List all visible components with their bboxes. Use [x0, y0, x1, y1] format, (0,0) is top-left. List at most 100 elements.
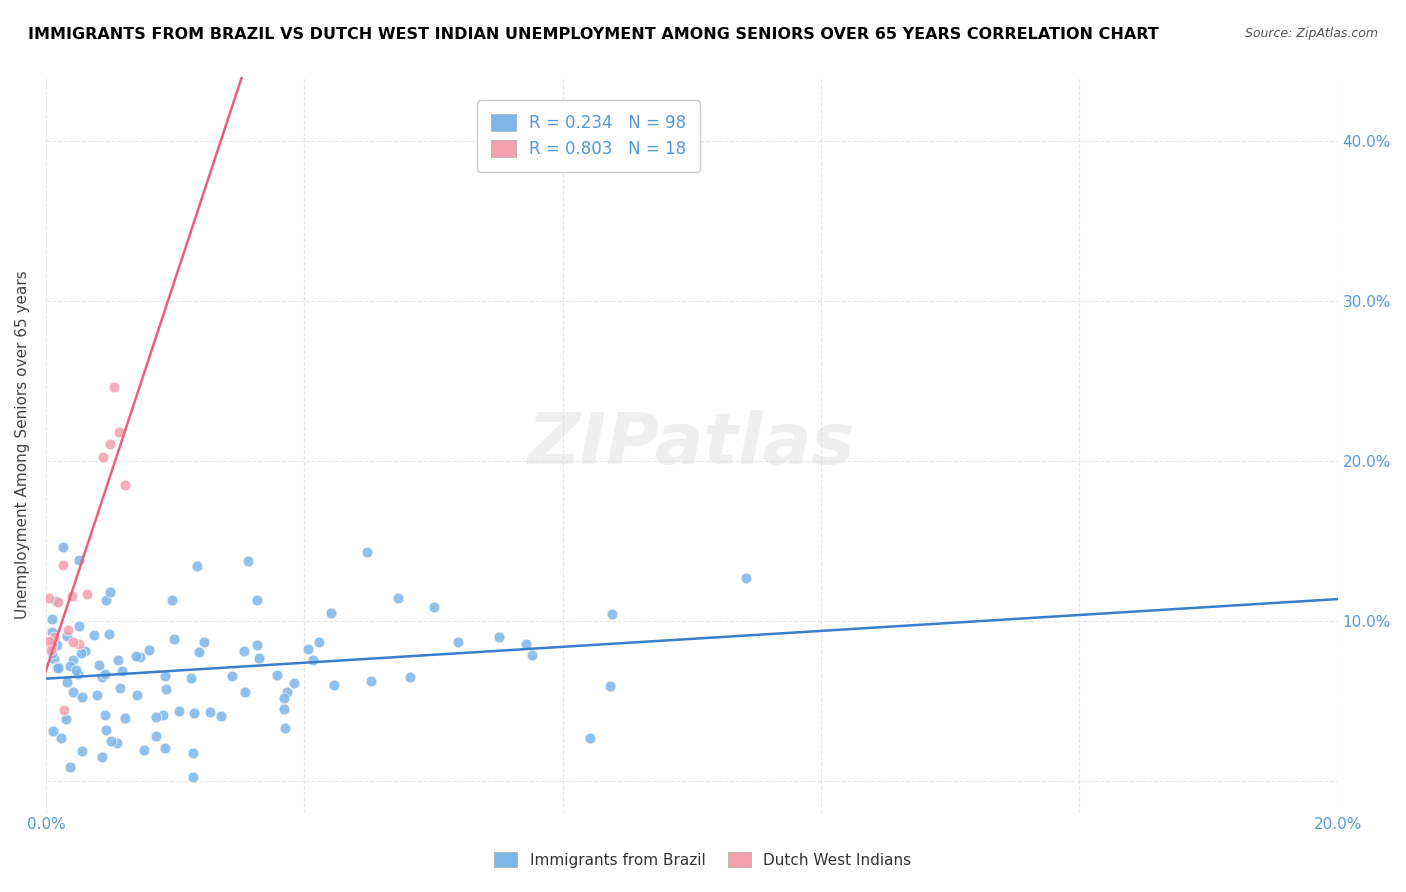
Point [89, 657, 111, 672]
Point [107, 653, 129, 667]
Point [41, 612, 63, 626]
Point [108, 681, 131, 696]
Point [297, 641, 319, 656]
Point [51, 540, 73, 554]
Y-axis label: Unemployment Among Seniors over 65 years: Unemployment Among Seniors over 65 years [15, 270, 30, 619]
Point [41, 624, 63, 639]
Point [233, 644, 256, 658]
Point [73, 644, 96, 658]
Point [38, 634, 60, 648]
Point [58, 624, 80, 638]
Point [93, 450, 115, 465]
Point [52, 558, 75, 573]
Point [134, 743, 156, 757]
Point [283, 676, 305, 690]
Point [145, 729, 167, 743]
Point [105, 736, 128, 750]
Point [247, 651, 270, 665]
Point [600, 607, 623, 621]
Point [62, 635, 84, 649]
Point [70, 744, 93, 758]
Point [209, 709, 232, 723]
Point [181, 747, 204, 761]
Point [98, 626, 121, 640]
Point [233, 684, 256, 698]
Legend: Immigrants from Brazil, Dutch West Indians: Immigrants from Brazil, Dutch West India… [486, 844, 920, 875]
Point [246, 638, 269, 652]
Point [138, 643, 160, 657]
Point [323, 678, 346, 692]
Point [167, 704, 190, 718]
Point [98, 437, 121, 451]
Point [42, 724, 65, 739]
Point [301, 653, 323, 667]
Point [65, 663, 87, 677]
Point [360, 674, 382, 689]
Point [114, 478, 136, 492]
Point [39, 642, 62, 657]
Point [266, 668, 288, 682]
Point [41, 637, 63, 651]
Point [42, 652, 65, 666]
Legend: R = 0.234   N = 98, R = 0.803   N = 18: R = 0.234 N = 98, R = 0.803 N = 18 [478, 101, 700, 172]
Point [153, 740, 176, 755]
Point [60, 589, 83, 603]
Point [599, 679, 621, 693]
Point [90, 749, 112, 764]
Point [187, 645, 209, 659]
Point [44, 630, 66, 644]
Point [59, 658, 82, 673]
Point [56, 675, 79, 690]
Point [67, 619, 90, 633]
Point [67, 637, 90, 651]
Point [308, 634, 330, 648]
Point [111, 664, 134, 678]
Point [70, 646, 93, 660]
Point [93, 708, 115, 723]
Point [125, 648, 148, 663]
Point [183, 706, 205, 720]
Point [62, 653, 84, 667]
Point [94, 723, 117, 737]
Point [45, 594, 67, 608]
Point [67, 666, 90, 681]
Point [90, 670, 112, 684]
Point [520, 648, 543, 663]
Point [319, 606, 342, 620]
Point [41, 646, 63, 660]
Point [98, 585, 121, 599]
Point [387, 591, 409, 606]
Point [276, 684, 298, 698]
Point [186, 559, 208, 574]
Point [59, 760, 82, 774]
Point [274, 721, 297, 735]
Point [48, 661, 70, 675]
Text: ZIPatlas: ZIPatlas [529, 410, 855, 480]
Point [108, 425, 131, 440]
Point [221, 669, 243, 683]
Text: IMMIGRANTS FROM BRAZIL VS DUTCH WEST INDIAN UNEMPLOYMENT AMONG SENIORS OVER 65 Y: IMMIGRANTS FROM BRAZIL VS DUTCH WEST IND… [28, 27, 1159, 42]
Point [193, 635, 215, 649]
Point [515, 637, 537, 651]
Point [55, 712, 77, 726]
Point [67, 553, 90, 567]
Point [183, 770, 205, 784]
Point [273, 702, 295, 716]
Point [734, 571, 756, 585]
Point [49, 731, 72, 746]
Point [127, 688, 149, 702]
Point [70, 690, 93, 705]
Point [145, 709, 167, 723]
Point [93, 666, 115, 681]
Point [155, 668, 177, 682]
Point [155, 682, 177, 697]
Point [38, 591, 60, 606]
Point [46, 595, 69, 609]
Point [62, 684, 84, 698]
Point [76, 586, 98, 600]
Text: Source: ZipAtlas.com: Source: ZipAtlas.com [1244, 27, 1378, 40]
Point [55, 628, 77, 642]
Point [246, 593, 269, 607]
Point [162, 592, 184, 607]
Point [96, 593, 118, 607]
